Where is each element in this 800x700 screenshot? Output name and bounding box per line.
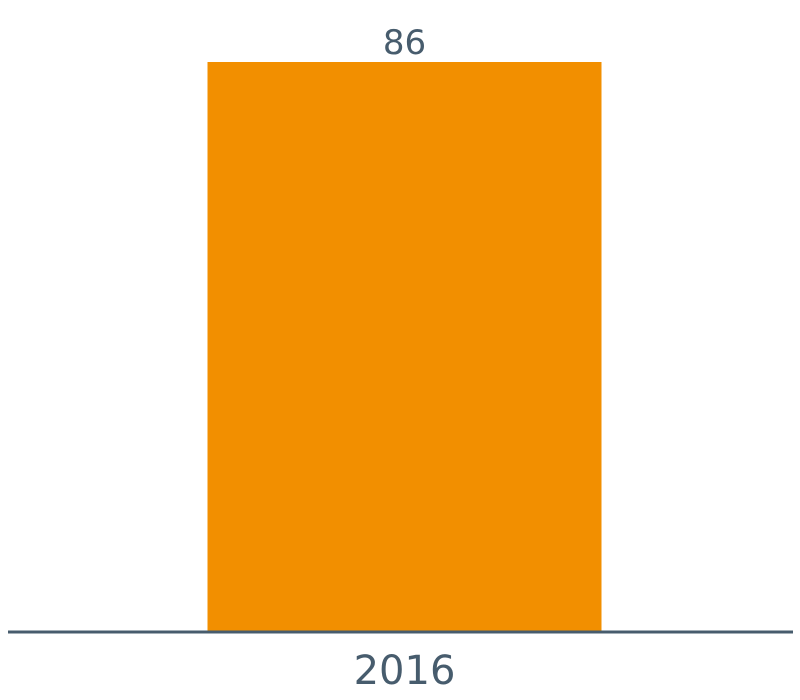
data-label-2016: 86 — [383, 23, 426, 63]
bars-group — [207, 62, 602, 632]
x-tick-label-2016: 2016 — [354, 648, 456, 694]
x-tick-labels-group: 2016 — [354, 648, 456, 694]
data-labels-group: 86 — [383, 23, 426, 63]
bar-2016 — [207, 62, 602, 632]
